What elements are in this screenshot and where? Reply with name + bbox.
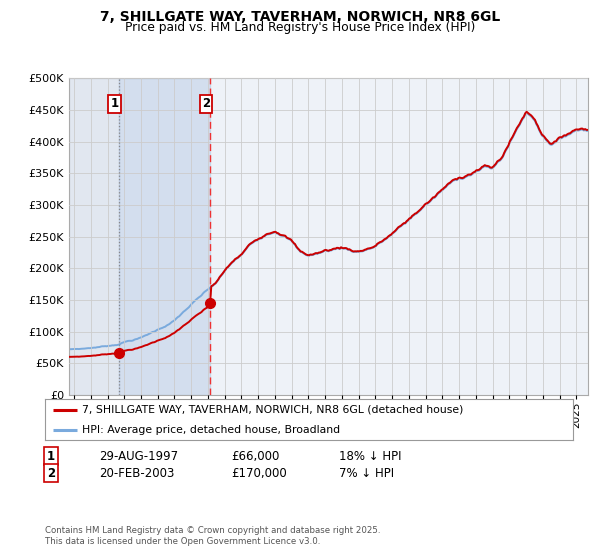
Bar [69,78,119,395]
Text: 1: 1 [110,97,118,110]
Text: Contains HM Land Registry data © Crown copyright and database right 2025.
This d: Contains HM Land Registry data © Crown c… [45,526,380,546]
Text: 7, SHILLGATE WAY, TAVERHAM, NORWICH, NR8 6GL (detached house): 7, SHILLGATE WAY, TAVERHAM, NORWICH, NR8… [82,405,463,415]
Bar [119,78,210,395]
Text: HPI: Average price, detached house, Broadland: HPI: Average price, detached house, Broa… [82,425,340,435]
Text: 29-AUG-1997: 29-AUG-1997 [99,450,178,463]
Text: 7, SHILLGATE WAY, TAVERHAM, NORWICH, NR8 6GL: 7, SHILLGATE WAY, TAVERHAM, NORWICH, NR8… [100,10,500,24]
Text: 2: 2 [47,466,55,480]
Text: 1: 1 [47,450,55,463]
Text: £170,000: £170,000 [231,466,287,480]
Text: 2: 2 [202,97,210,110]
Text: Price paid vs. HM Land Registry's House Price Index (HPI): Price paid vs. HM Land Registry's House … [125,21,475,34]
Text: £66,000: £66,000 [231,450,280,463]
Text: 18% ↓ HPI: 18% ↓ HPI [339,450,401,463]
Text: 7% ↓ HPI: 7% ↓ HPI [339,466,394,480]
Text: 20-FEB-2003: 20-FEB-2003 [99,466,175,480]
